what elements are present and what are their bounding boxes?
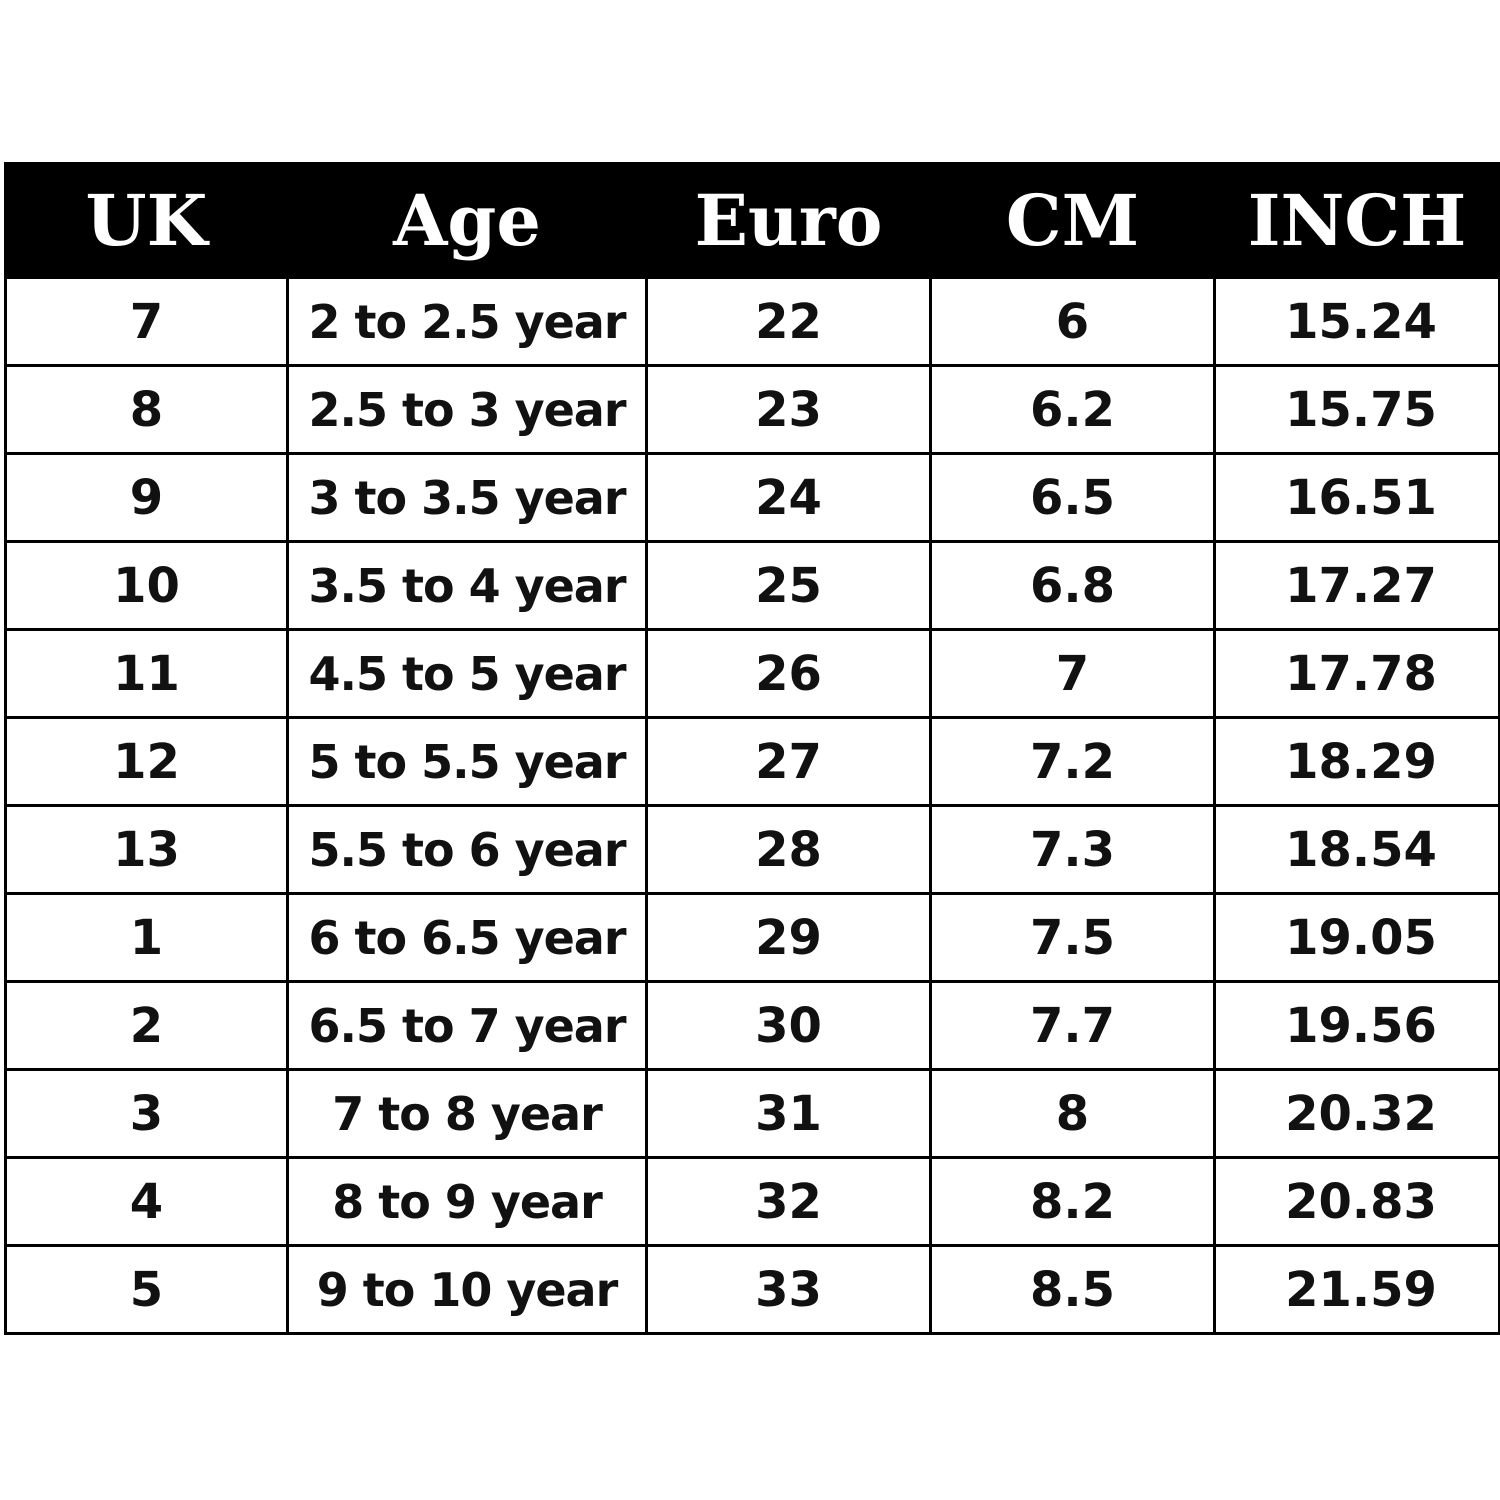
cell-cm: 8.2 (929, 1156, 1216, 1247)
cell-age: 4.5 to 5 year (286, 628, 648, 719)
header-age: Age (286, 162, 648, 279)
cell-cm: 7.7 (929, 980, 1216, 1071)
table-header: UK Age Euro CM INCH (4, 162, 1500, 279)
cell-euro: 29 (645, 892, 932, 983)
table-row: 8 2.5 to 3 year 23 6.2 15.75 (4, 364, 1500, 455)
table-row: 12 5 to 5.5 year 27 7.2 18.29 (4, 716, 1500, 807)
cell-age: 3.5 to 4 year (286, 540, 648, 631)
cell-cm: 6.5 (929, 452, 1216, 543)
cell-age: 5 to 5.5 year (286, 716, 648, 807)
cell-uk: 4 (4, 1156, 289, 1247)
cell-age: 2 to 2.5 year (286, 276, 648, 367)
cell-cm: 6.2 (929, 364, 1216, 455)
cell-age: 3 to 3.5 year (286, 452, 648, 543)
cell-euro: 33 (645, 1244, 932, 1335)
cell-euro: 31 (645, 1068, 932, 1159)
cell-uk: 3 (4, 1068, 289, 1159)
cell-cm: 8 (929, 1068, 1216, 1159)
cell-age: 7 to 8 year (286, 1068, 648, 1159)
cell-euro: 26 (645, 628, 932, 719)
cell-age: 6.5 to 7 year (286, 980, 648, 1071)
cell-uk: 10 (4, 540, 289, 631)
cell-uk: 9 (4, 452, 289, 543)
header-uk: UK (4, 162, 289, 279)
table-row: 10 3.5 to 4 year 25 6.8 17.27 (4, 540, 1500, 631)
cell-cm: 8.5 (929, 1244, 1216, 1335)
table-row: 13 5.5 to 6 year 28 7.3 18.54 (4, 804, 1500, 895)
header-row: UK Age Euro CM INCH (4, 162, 1500, 279)
cell-inch: 18.29 (1213, 716, 1500, 807)
cell-cm: 7 (929, 628, 1216, 719)
cell-uk: 1 (4, 892, 289, 983)
cell-uk: 12 (4, 716, 289, 807)
cell-inch: 15.75 (1213, 364, 1500, 455)
cell-euro: 27 (645, 716, 932, 807)
cell-age: 2.5 to 3 year (286, 364, 648, 455)
cell-euro: 28 (645, 804, 932, 895)
cell-inch: 18.54 (1213, 804, 1500, 895)
cell-cm: 6 (929, 276, 1216, 367)
header-euro: Euro (645, 162, 932, 279)
header-inch: INCH (1213, 162, 1500, 279)
cell-euro: 24 (645, 452, 932, 543)
cell-age: 9 to 10 year (286, 1244, 648, 1335)
cell-euro: 22 (645, 276, 932, 367)
cell-uk: 11 (4, 628, 289, 719)
header-cm: CM (929, 162, 1216, 279)
cell-inch: 16.51 (1213, 452, 1500, 543)
cell-euro: 32 (645, 1156, 932, 1247)
cell-euro: 23 (645, 364, 932, 455)
cell-inch: 20.32 (1213, 1068, 1500, 1159)
cell-uk: 7 (4, 276, 289, 367)
cell-uk: 5 (4, 1244, 289, 1335)
cell-inch: 17.78 (1213, 628, 1500, 719)
cell-inch: 20.83 (1213, 1156, 1500, 1247)
cell-age: 8 to 9 year (286, 1156, 648, 1247)
cell-uk: 2 (4, 980, 289, 1071)
cell-euro: 25 (645, 540, 932, 631)
cell-inch: 19.56 (1213, 980, 1500, 1071)
cell-cm: 7.5 (929, 892, 1216, 983)
cell-cm: 7.3 (929, 804, 1216, 895)
cell-euro: 30 (645, 980, 932, 1071)
cell-age: 6 to 6.5 year (286, 892, 648, 983)
cell-inch: 19.05 (1213, 892, 1500, 983)
cell-cm: 6.8 (929, 540, 1216, 631)
cell-inch: 21.59 (1213, 1244, 1500, 1335)
cell-age: 5.5 to 6 year (286, 804, 648, 895)
cell-inch: 15.24 (1213, 276, 1500, 367)
table-row: 2 6.5 to 7 year 30 7.7 19.56 (4, 980, 1500, 1071)
cell-uk: 13 (4, 804, 289, 895)
cell-cm: 7.2 (929, 716, 1216, 807)
table-row: 11 4.5 to 5 year 26 7 17.78 (4, 628, 1500, 719)
cell-inch: 17.27 (1213, 540, 1500, 631)
cell-uk: 8 (4, 364, 289, 455)
